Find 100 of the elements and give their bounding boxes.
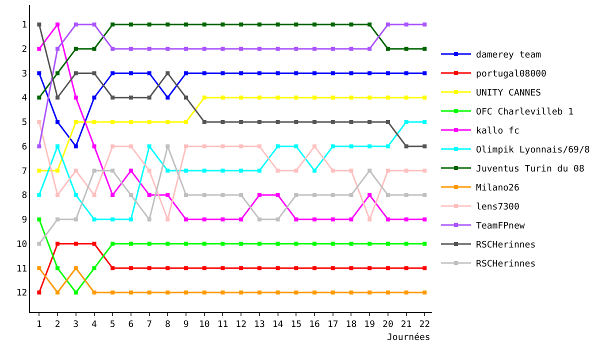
point [110, 168, 115, 173]
x-tick-label: 13 [254, 320, 265, 330]
point [184, 71, 188, 76]
y-tick-label: 4 [22, 94, 28, 104]
point [257, 266, 262, 270]
point [404, 120, 408, 124]
x-tick-label: 14 [272, 320, 284, 330]
point [276, 242, 280, 246]
point [239, 96, 244, 100]
point [368, 193, 372, 198]
point [422, 71, 427, 76]
point [368, 71, 372, 76]
point [37, 168, 42, 173]
legend-label: Juventus Turin du 08 [476, 164, 584, 175]
point [349, 71, 354, 76]
point [166, 22, 170, 26]
legend-label: RSCHerinnes [476, 240, 536, 251]
point [202, 144, 206, 148]
point [330, 71, 335, 76]
x-tick-label: 12 [236, 320, 247, 330]
point [312, 168, 317, 173]
x-tick-label: 7 [146, 320, 152, 330]
point [128, 22, 133, 26]
y-tick-label: 5 [22, 118, 28, 128]
point [239, 120, 244, 124]
point [184, 120, 188, 124]
legend-label: kallo fc [476, 126, 520, 137]
x-tick-label: 15 [290, 320, 302, 330]
point [147, 22, 152, 26]
point [166, 217, 170, 222]
x-tick-label: 21 [400, 320, 412, 330]
point [368, 96, 372, 100]
point [220, 193, 225, 198]
point [184, 144, 188, 148]
point [147, 96, 152, 100]
point [349, 168, 354, 173]
point [349, 193, 354, 198]
point [184, 242, 188, 246]
x-tick-label: 17 [327, 320, 338, 330]
point [276, 217, 280, 222]
point [220, 120, 225, 124]
point [239, 217, 244, 222]
point [74, 193, 78, 198]
point [330, 168, 335, 173]
point [257, 120, 262, 124]
legend-label: RSCHerinnes [476, 260, 536, 270]
point [220, 168, 225, 173]
point [166, 266, 170, 270]
point [56, 217, 60, 222]
point [368, 266, 372, 270]
point [92, 22, 96, 26]
point [404, 22, 408, 26]
point [128, 46, 133, 51]
point [220, 144, 225, 148]
x-tick-label: 1 [36, 320, 42, 330]
point [92, 290, 96, 295]
point [184, 290, 188, 295]
point [166, 46, 170, 51]
point [422, 217, 427, 222]
point [147, 290, 152, 295]
point [294, 144, 298, 148]
point [37, 71, 42, 76]
point [74, 71, 78, 76]
y-tick-label: 2 [22, 45, 28, 56]
point [147, 242, 152, 246]
point [184, 96, 188, 100]
point [368, 144, 372, 148]
point [257, 242, 262, 246]
point [37, 242, 42, 246]
point [166, 96, 170, 100]
point [220, 217, 225, 222]
point [92, 168, 96, 173]
point [202, 46, 206, 51]
x-tick-label: 18 [346, 320, 357, 330]
point [128, 290, 133, 295]
point [92, 144, 96, 148]
point [147, 217, 152, 222]
point [239, 242, 244, 246]
point [422, 266, 427, 270]
x-tick-label: 10 [198, 320, 210, 330]
point [184, 168, 188, 173]
point [74, 168, 78, 173]
point [166, 71, 170, 76]
point [147, 193, 152, 198]
point [202, 96, 206, 100]
point [110, 46, 115, 51]
y-tick-label: 7 [22, 166, 28, 177]
point [330, 96, 335, 100]
point [349, 96, 354, 100]
point [368, 120, 372, 124]
point [239, 290, 244, 295]
point [422, 242, 427, 246]
legend-label: portugal08000 [476, 70, 546, 80]
x-tick-label: 8 [164, 320, 170, 330]
y-tick-label: 9 [22, 216, 28, 226]
point [110, 193, 115, 198]
point [276, 22, 280, 26]
point [386, 217, 390, 222]
point [276, 266, 280, 270]
point [184, 266, 188, 270]
